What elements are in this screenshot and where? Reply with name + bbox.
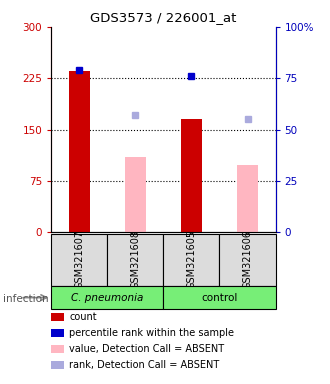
Text: count: count [69, 312, 97, 322]
Text: GSM321606: GSM321606 [243, 230, 252, 289]
Title: GDS3573 / 226001_at: GDS3573 / 226001_at [90, 11, 237, 24]
Bar [107, 234, 163, 286]
Text: control: control [201, 293, 238, 303]
Text: GSM321607: GSM321607 [74, 230, 84, 289]
Bar [181, 119, 202, 232]
Text: rank, Detection Call = ABSENT: rank, Detection Call = ABSENT [69, 360, 219, 370]
Bar [219, 234, 276, 286]
Text: percentile rank within the sample: percentile rank within the sample [69, 328, 234, 338]
Bar [125, 157, 146, 232]
Bar [51, 286, 163, 309]
Text: value, Detection Call = ABSENT: value, Detection Call = ABSENT [69, 344, 224, 354]
Bar [69, 71, 90, 232]
Bar [163, 234, 219, 286]
Bar [163, 286, 276, 309]
Bar [51, 234, 107, 286]
Text: GSM321605: GSM321605 [186, 230, 196, 289]
Text: C. pneumonia: C. pneumonia [71, 293, 144, 303]
Text: GSM321608: GSM321608 [130, 230, 140, 289]
Bar [237, 165, 258, 232]
Text: infection: infection [3, 294, 49, 304]
